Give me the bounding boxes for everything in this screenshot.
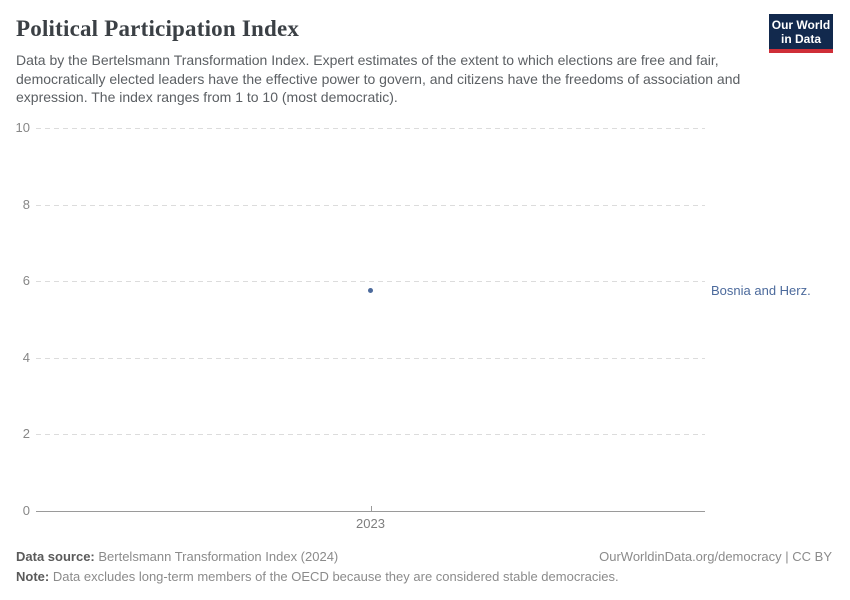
note-text: Data excludes long-term members of the O… [49, 569, 619, 584]
owid-url-license[interactable]: OurWorldinData.org/democracy | CC BY [599, 549, 832, 564]
owid-logo[interactable]: Our World in Data [769, 14, 833, 53]
y-axis-tick-label: 2 [22, 426, 30, 442]
y-gridline [36, 357, 705, 359]
owid-logo-line1: Our World [771, 18, 831, 32]
data-source-label: Data source: [16, 549, 95, 564]
y-gridline [36, 128, 705, 129]
page-title: Political Participation Index [16, 16, 300, 41]
chart-footer: Data source: Bertelsmann Transformation … [16, 547, 832, 587]
y-gridline [36, 204, 705, 206]
y-axis-tick-label: 10 [15, 120, 30, 135]
x-axis-tick [370, 506, 372, 511]
y-gridline [36, 281, 705, 283]
owid-logo-line2: in Data [780, 32, 821, 46]
y-axis-tick-label: 6 [22, 273, 30, 289]
y-axis-tick-label: 0 [22, 503, 30, 518]
data-point[interactable] [368, 288, 373, 294]
note-label: Note: [16, 569, 50, 584]
data-source-text: Bertelsmann Transformation Index (2024) [94, 549, 339, 564]
y-axis-tick-label: 8 [22, 196, 30, 212]
chart-subtitle: Data by the Bertelsmann Transformation I… [16, 52, 741, 105]
y-gridline [36, 434, 705, 436]
y-axis-tick-label: 4 [22, 349, 30, 365]
x-axis-tick-label: 2023 [356, 516, 385, 531]
data-source-line: Data source: Bertelsmann Transformation … [16, 547, 338, 567]
chart-note-line: Note: Data excludes long-term members of… [16, 567, 832, 587]
entity-label[interactable]: Bosnia and Herz. [711, 282, 811, 298]
x-axis-line [36, 511, 705, 512]
